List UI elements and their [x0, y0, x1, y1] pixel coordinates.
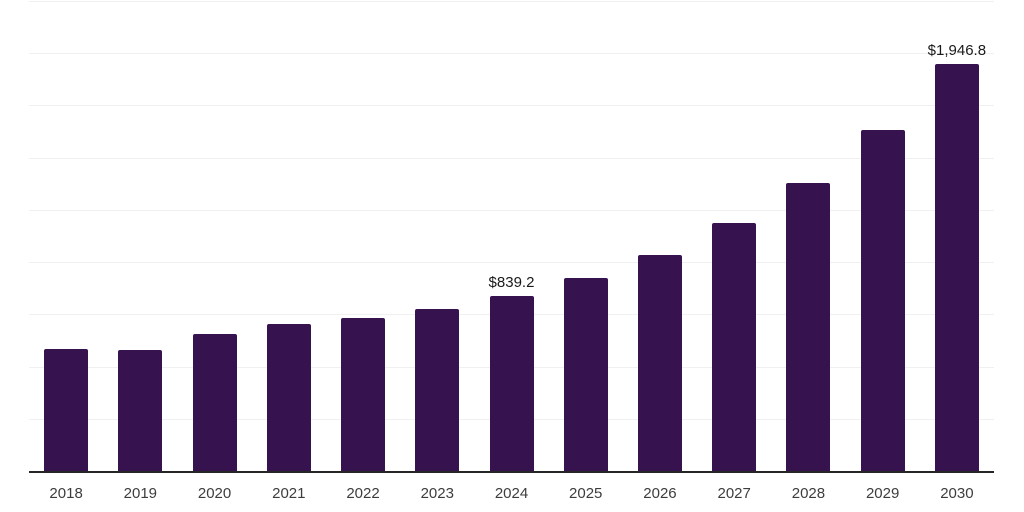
bar-2030[interactable]	[934, 64, 979, 471]
bar-2029[interactable]	[860, 129, 905, 471]
bar-2018[interactable]	[44, 348, 89, 471]
bar-2023[interactable]	[415, 309, 460, 471]
gridline	[29, 105, 994, 107]
x-axis-label-2020: 2020	[197, 485, 232, 502]
x-axis-label-2025: 2025	[569, 485, 603, 502]
x-axis-label-2018: 2018	[49, 485, 83, 502]
gridline	[29, 209, 994, 211]
x-axis-label-2021: 2021	[272, 485, 306, 502]
x-axis-label-2026: 2026	[643, 485, 677, 502]
bar-2021[interactable]	[266, 324, 311, 471]
bar-2020[interactable]	[192, 334, 237, 471]
gridline	[29, 157, 994, 159]
x-axis-label-2030: 2030	[940, 485, 974, 502]
bar-2025[interactable]	[563, 278, 608, 471]
x-axis-label-2023: 2023	[420, 485, 454, 502]
data-label-2024: $839.2	[488, 273, 535, 291]
bar-2028[interactable]	[786, 182, 831, 471]
x-axis-label-2028: 2028	[791, 485, 826, 502]
bar-2019[interactable]	[118, 349, 163, 471]
bar-2027[interactable]	[712, 223, 757, 471]
bar-2024[interactable]	[489, 295, 534, 471]
x-axis-label-2019: 2019	[123, 485, 158, 502]
gridline	[29, 262, 994, 264]
x-axis-label-2022: 2022	[346, 485, 380, 502]
plot-area: $839.2 $1,946.8	[29, 1, 994, 473]
data-label-2030: $1,946.8	[927, 42, 987, 60]
x-axis-label-2027: 2027	[717, 485, 751, 502]
bar-2026[interactable]	[637, 255, 682, 471]
gridline	[29, 53, 994, 55]
x-axis-label-2029: 2029	[865, 485, 900, 502]
x-axis-label-2024: 2024	[494, 485, 529, 502]
gridline	[29, 1, 994, 2]
bar-2022[interactable]	[341, 318, 386, 471]
